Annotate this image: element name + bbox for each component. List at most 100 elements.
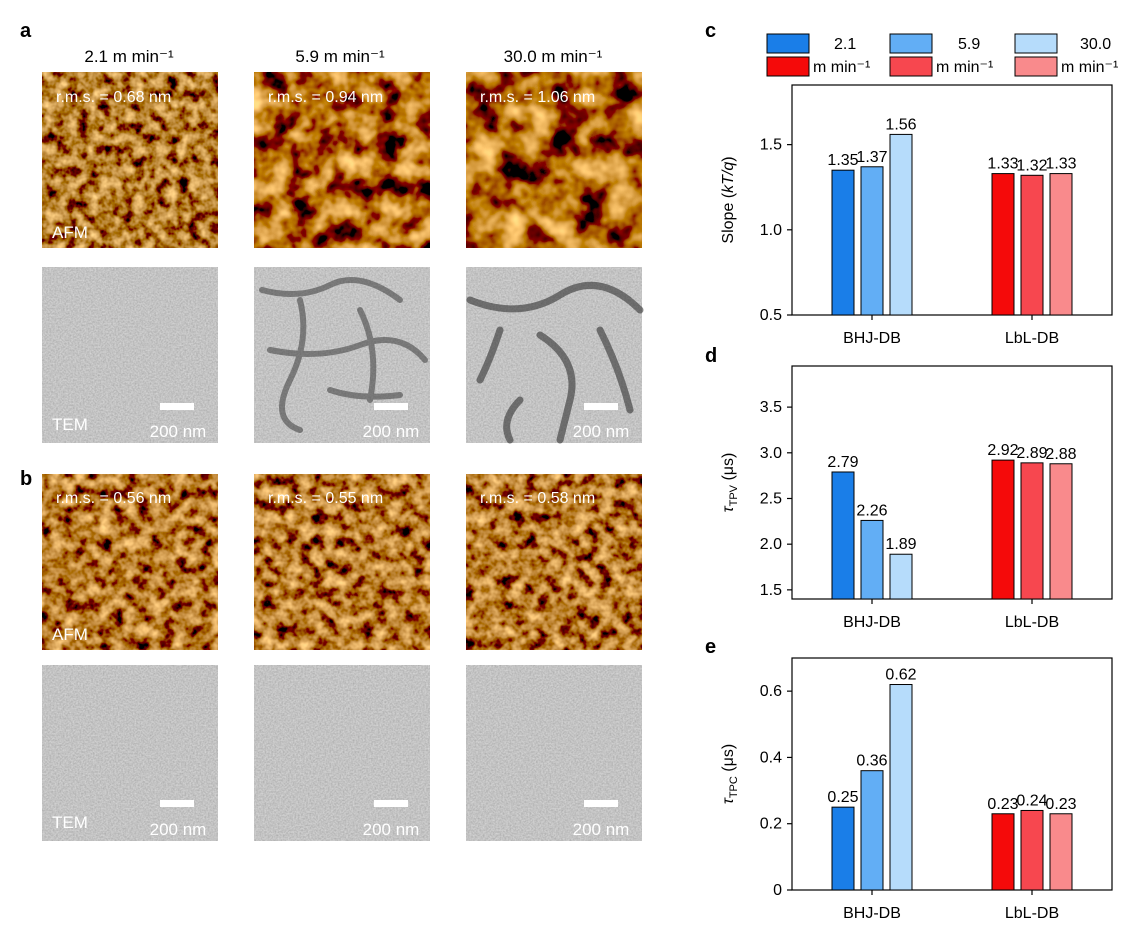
value-label-d: 2.79	[827, 454, 858, 471]
legend-swatch-blue-30-0	[1014, 33, 1058, 54]
x-tick-label-e: LbL-DB	[1005, 905, 1059, 922]
bar-e-1-0	[991, 813, 1015, 891]
scale-label-a-3: 200 nm	[573, 422, 630, 441]
y-tick-label-d: 2.5	[760, 490, 782, 507]
scale-label-b-2: 200 nm	[363, 820, 420, 839]
bar-c-1-1	[1020, 174, 1044, 316]
scale-bar-a-2	[374, 403, 408, 410]
legend-unit-1: m min⁻¹	[813, 59, 870, 76]
column-header-5-9: 5.9 m min⁻¹	[295, 47, 385, 66]
panel-label-c: c	[705, 20, 716, 42]
chart-d-tpv: 1.5 2.0 2.5 3.0 3.5 BHJ-DB 2.79 2.26 1.89 LbL-DB 2…	[720, 365, 1113, 631]
bar-c-0-2	[889, 133, 913, 316]
x-tick-label-d: BHJ-DB	[843, 614, 901, 631]
y-tick-label-d: 3.0	[760, 445, 782, 462]
value-label-d: 2.89	[1016, 445, 1047, 462]
value-label-d: 1.89	[885, 536, 916, 553]
y-tick-label-c: 0.5	[760, 307, 782, 324]
legend-label-5-9: 5.9	[958, 36, 980, 53]
value-label-e: 0.24	[1016, 792, 1047, 809]
x-tick-label-c: BHJ-DB	[843, 330, 901, 347]
column-header-2-1: 2.1 m min⁻¹	[84, 47, 174, 66]
x-tick-label-d: LbL-DB	[1005, 614, 1059, 631]
tem-image-b-30-0	[466, 665, 642, 841]
value-label-c: 1.33	[1045, 156, 1076, 173]
value-label-e: 0.36	[856, 753, 887, 770]
y-tick-label-e: 0	[773, 882, 782, 899]
afm-image-b-5-9	[254, 474, 430, 650]
tem-image-b-5-9	[254, 665, 430, 841]
y-tick-label-e: 0.4	[760, 749, 782, 766]
scale-label-a-2: 200 nm	[363, 422, 420, 441]
rms-label-b-30-0: r.m.s. = 0.58 nm	[480, 490, 595, 507]
bar-d-1-1	[1020, 462, 1044, 600]
tem-label-a: TEM	[52, 415, 88, 434]
legend-swatch-blue-2-1	[766, 33, 810, 54]
scale-bar-a-3	[584, 403, 618, 410]
bar-c-1-2	[1049, 173, 1073, 316]
plot-frame-e	[791, 657, 1113, 891]
bar-d-1-2	[1049, 463, 1073, 600]
bar-d-0-1	[860, 519, 884, 600]
scale-bar-b-1	[160, 800, 194, 807]
x-tick-label-c: LbL-DB	[1005, 330, 1059, 347]
legend: 2.1 5.9 30.0 m min⁻¹ m min⁻¹ m min⁻¹	[766, 33, 1118, 77]
y-tick-label-e: 0.6	[760, 683, 782, 700]
legend-label-30-0: 30.0	[1080, 36, 1111, 53]
plot-frame-c	[791, 84, 1113, 316]
afm-image-a-2-1	[42, 72, 218, 248]
legend-swatch-red-5-9	[889, 56, 933, 77]
value-label-d: 2.88	[1045, 446, 1076, 463]
afm-image-a-30-0	[466, 72, 642, 248]
panel-label-a: a	[20, 20, 32, 42]
y-tick-label-d: 2.0	[760, 536, 782, 553]
rms-label-b-5-9: r.m.s. = 0.55 nm	[268, 490, 383, 507]
tem-label-b: TEM	[52, 813, 88, 832]
tem-domain-network-30-0	[466, 281, 644, 444]
panel-label-b: b	[20, 468, 32, 490]
value-label-e: 0.23	[987, 796, 1018, 813]
bar-e-0-0	[831, 806, 855, 891]
scale-label-b-1: 200 nm	[150, 820, 207, 839]
value-label-e: 0.62	[885, 667, 916, 684]
afm-image-b-30-0	[466, 474, 642, 650]
chart-e-tpc: 00.20.40.6BHJ-DB0.250.360.62LbL-DB0.230.…	[720, 657, 1113, 922]
rms-label-b-2-1: r.m.s. = 0.56 nm	[56, 490, 171, 507]
plot-frame-d	[791, 365, 1113, 600]
y-tick-label-d: 3.5	[760, 399, 782, 416]
panel-b-afm-row: r.m.s. = 0.56 nm r.m.s. = 0.55 nm r.m.s.…	[42, 474, 642, 650]
y-tick-label-c: 1.0	[760, 222, 782, 239]
scale-label-b-3: 200 nm	[573, 820, 630, 839]
value-label-c: 1.37	[856, 149, 887, 166]
y-axis-label-d: τTPV (μs)	[720, 453, 740, 513]
tem-image-b-2-1	[42, 665, 218, 841]
afm-image-a-5-9	[254, 72, 430, 248]
value-label-d: 2.92	[987, 442, 1018, 459]
panel-label-e: e	[705, 636, 716, 658]
bar-d-1-0	[991, 459, 1015, 600]
afm-label-b: AFM	[52, 625, 88, 644]
value-label-c: 1.35	[827, 152, 858, 169]
legend-unit-3: m min⁻¹	[1061, 59, 1118, 76]
bar-d-0-2	[889, 553, 913, 600]
bar-c-1-0	[991, 173, 1015, 316]
value-label-e: 0.25	[827, 789, 858, 806]
bar-c-0-1	[860, 166, 884, 316]
rms-label-a-5-9: r.m.s. = 0.94 nm	[268, 89, 383, 106]
value-label-c: 1.33	[987, 156, 1018, 173]
bar-c-0-0	[831, 169, 855, 316]
tem-domain-network-5-9	[259, 277, 428, 433]
bar-e-1-2	[1049, 813, 1073, 891]
legend-unit-2: m min⁻¹	[936, 59, 993, 76]
scale-label-a-1: 200 nm	[150, 422, 207, 441]
bar-e-0-1	[860, 770, 884, 891]
x-tick-label-e: BHJ-DB	[843, 905, 901, 922]
tem-image-a-2-1	[42, 267, 218, 443]
value-label-e: 0.23	[1045, 796, 1076, 813]
rms-label-a-30-0: r.m.s. = 1.06 nm	[480, 89, 595, 106]
panel-a-tem-row: TEM 200 nm 200 nm 200 nm	[42, 267, 644, 444]
scale-bar-b-2	[374, 800, 408, 807]
bar-e-1-1	[1020, 809, 1044, 891]
legend-label-2-1: 2.1	[834, 36, 856, 53]
legend-swatch-blue-5-9	[889, 33, 933, 54]
